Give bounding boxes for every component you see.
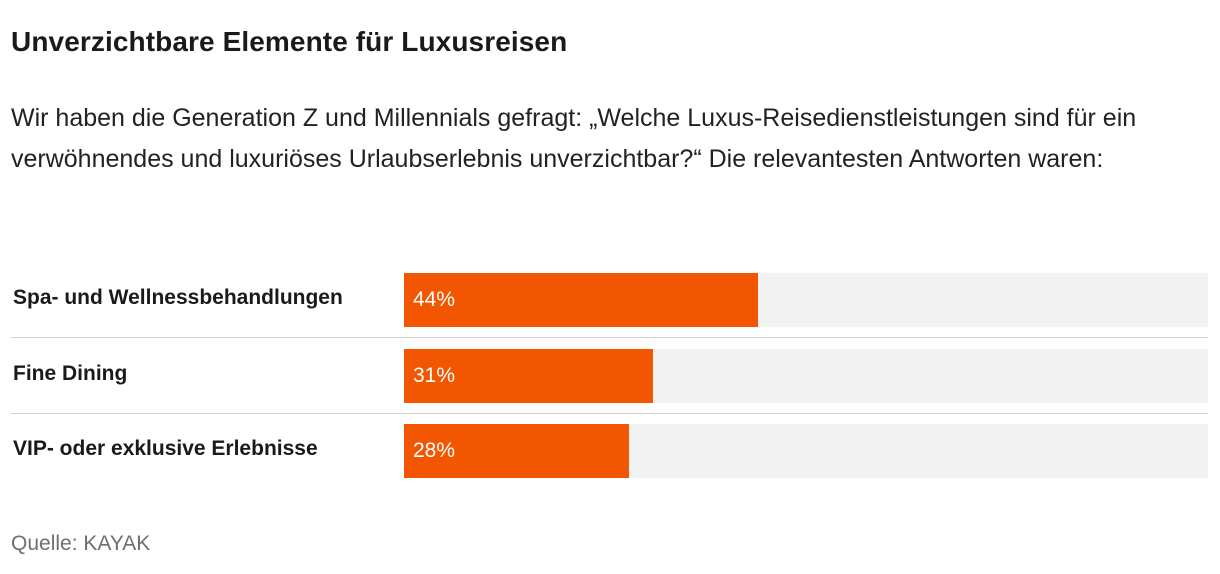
category-label: VIP- oder exklusive Erlebnisse (13, 437, 318, 460)
chart-title: Unverzichtbare Elemente für Luxusreisen (11, 26, 568, 57)
row-divider (11, 413, 1208, 414)
source-note: Quelle: KAYAK (11, 532, 151, 555)
row-divider (11, 337, 1208, 338)
chart-subtitle: Wir haben die Generation Z und Millennia… (11, 104, 1137, 173)
bar-track: 31% (404, 349, 1208, 403)
bar-row: Spa- und Wellnessbehandlungen 44% (11, 268, 1208, 328)
bar-track: 28% (404, 424, 1208, 478)
category-label: Fine Dining (13, 362, 128, 385)
bar-row: Fine Dining 31% (11, 344, 1208, 404)
bar: 44% (404, 273, 758, 327)
bar-track: 44% (404, 273, 1208, 327)
bar-chart: Spa- und Wellnessbehandlungen 44% Fine Din… (0, 268, 1220, 488)
category-label: Spa- und Wellnessbehandlungen (13, 286, 343, 309)
bar-value-label: 28% (413, 439, 456, 462)
bar-row: VIP- oder exklusive Erlebnisse 28% (11, 419, 1208, 479)
bar-value-label: 31% (413, 364, 456, 387)
bar: 28% (404, 424, 629, 478)
bar: 31% (404, 349, 653, 403)
bar-value-label: 44% (413, 288, 456, 311)
